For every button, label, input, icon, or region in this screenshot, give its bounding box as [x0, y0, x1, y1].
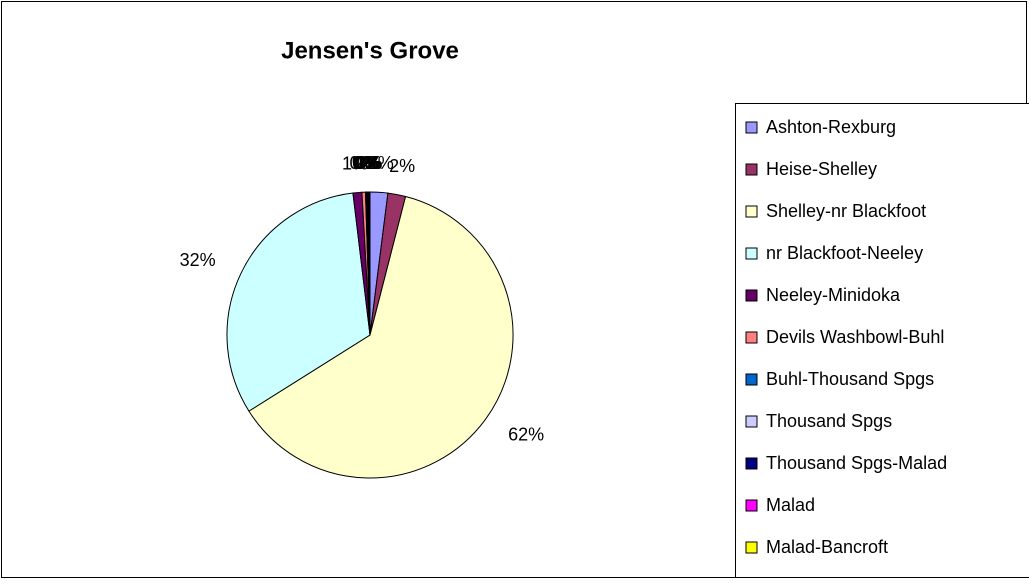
- legend-label: Shelley-nr Blackfoot: [766, 201, 926, 221]
- chart-title: Jensen's Grove: [281, 37, 459, 64]
- legend-label: Malad-Bancroft: [766, 537, 888, 557]
- legend-swatch: [746, 500, 757, 511]
- legend-swatch: [746, 416, 757, 427]
- legend-label: nr Blackfoot-Neeley: [766, 243, 923, 263]
- legend-swatch: [746, 332, 757, 343]
- data-label: 2%: [389, 156, 415, 176]
- legend-swatch: [746, 458, 757, 469]
- legend-label: Thousand Spgs: [766, 411, 892, 431]
- legend-label: Ashton-Rexburg: [766, 117, 896, 137]
- legend-swatch: [746, 248, 757, 259]
- data-label: 0%: [356, 153, 382, 173]
- legend-swatch: [746, 164, 757, 175]
- legend-swatch: [746, 374, 757, 385]
- legend: Ashton-Rexburg Heise-Shelley Shelley-nr Bl…: [736, 104, 1029, 578]
- legend-label: Heise-Shelley: [766, 159, 877, 179]
- legend-label: Thousand Spgs-Malad: [766, 453, 947, 473]
- legend-swatch: [746, 290, 757, 301]
- legend-label: Neeley-Minidoka: [766, 285, 901, 305]
- legend-label: Malad: [766, 495, 815, 515]
- data-label: 32%: [180, 250, 216, 270]
- legend-swatch: [746, 122, 757, 133]
- legend-label: Buhl-Thousand Spgs: [766, 369, 934, 389]
- legend-label: Devils Washbowl-Buhl: [766, 327, 944, 347]
- data-label: 62%: [508, 425, 544, 445]
- legend-swatch: [746, 542, 757, 553]
- legend-swatch: [746, 206, 757, 217]
